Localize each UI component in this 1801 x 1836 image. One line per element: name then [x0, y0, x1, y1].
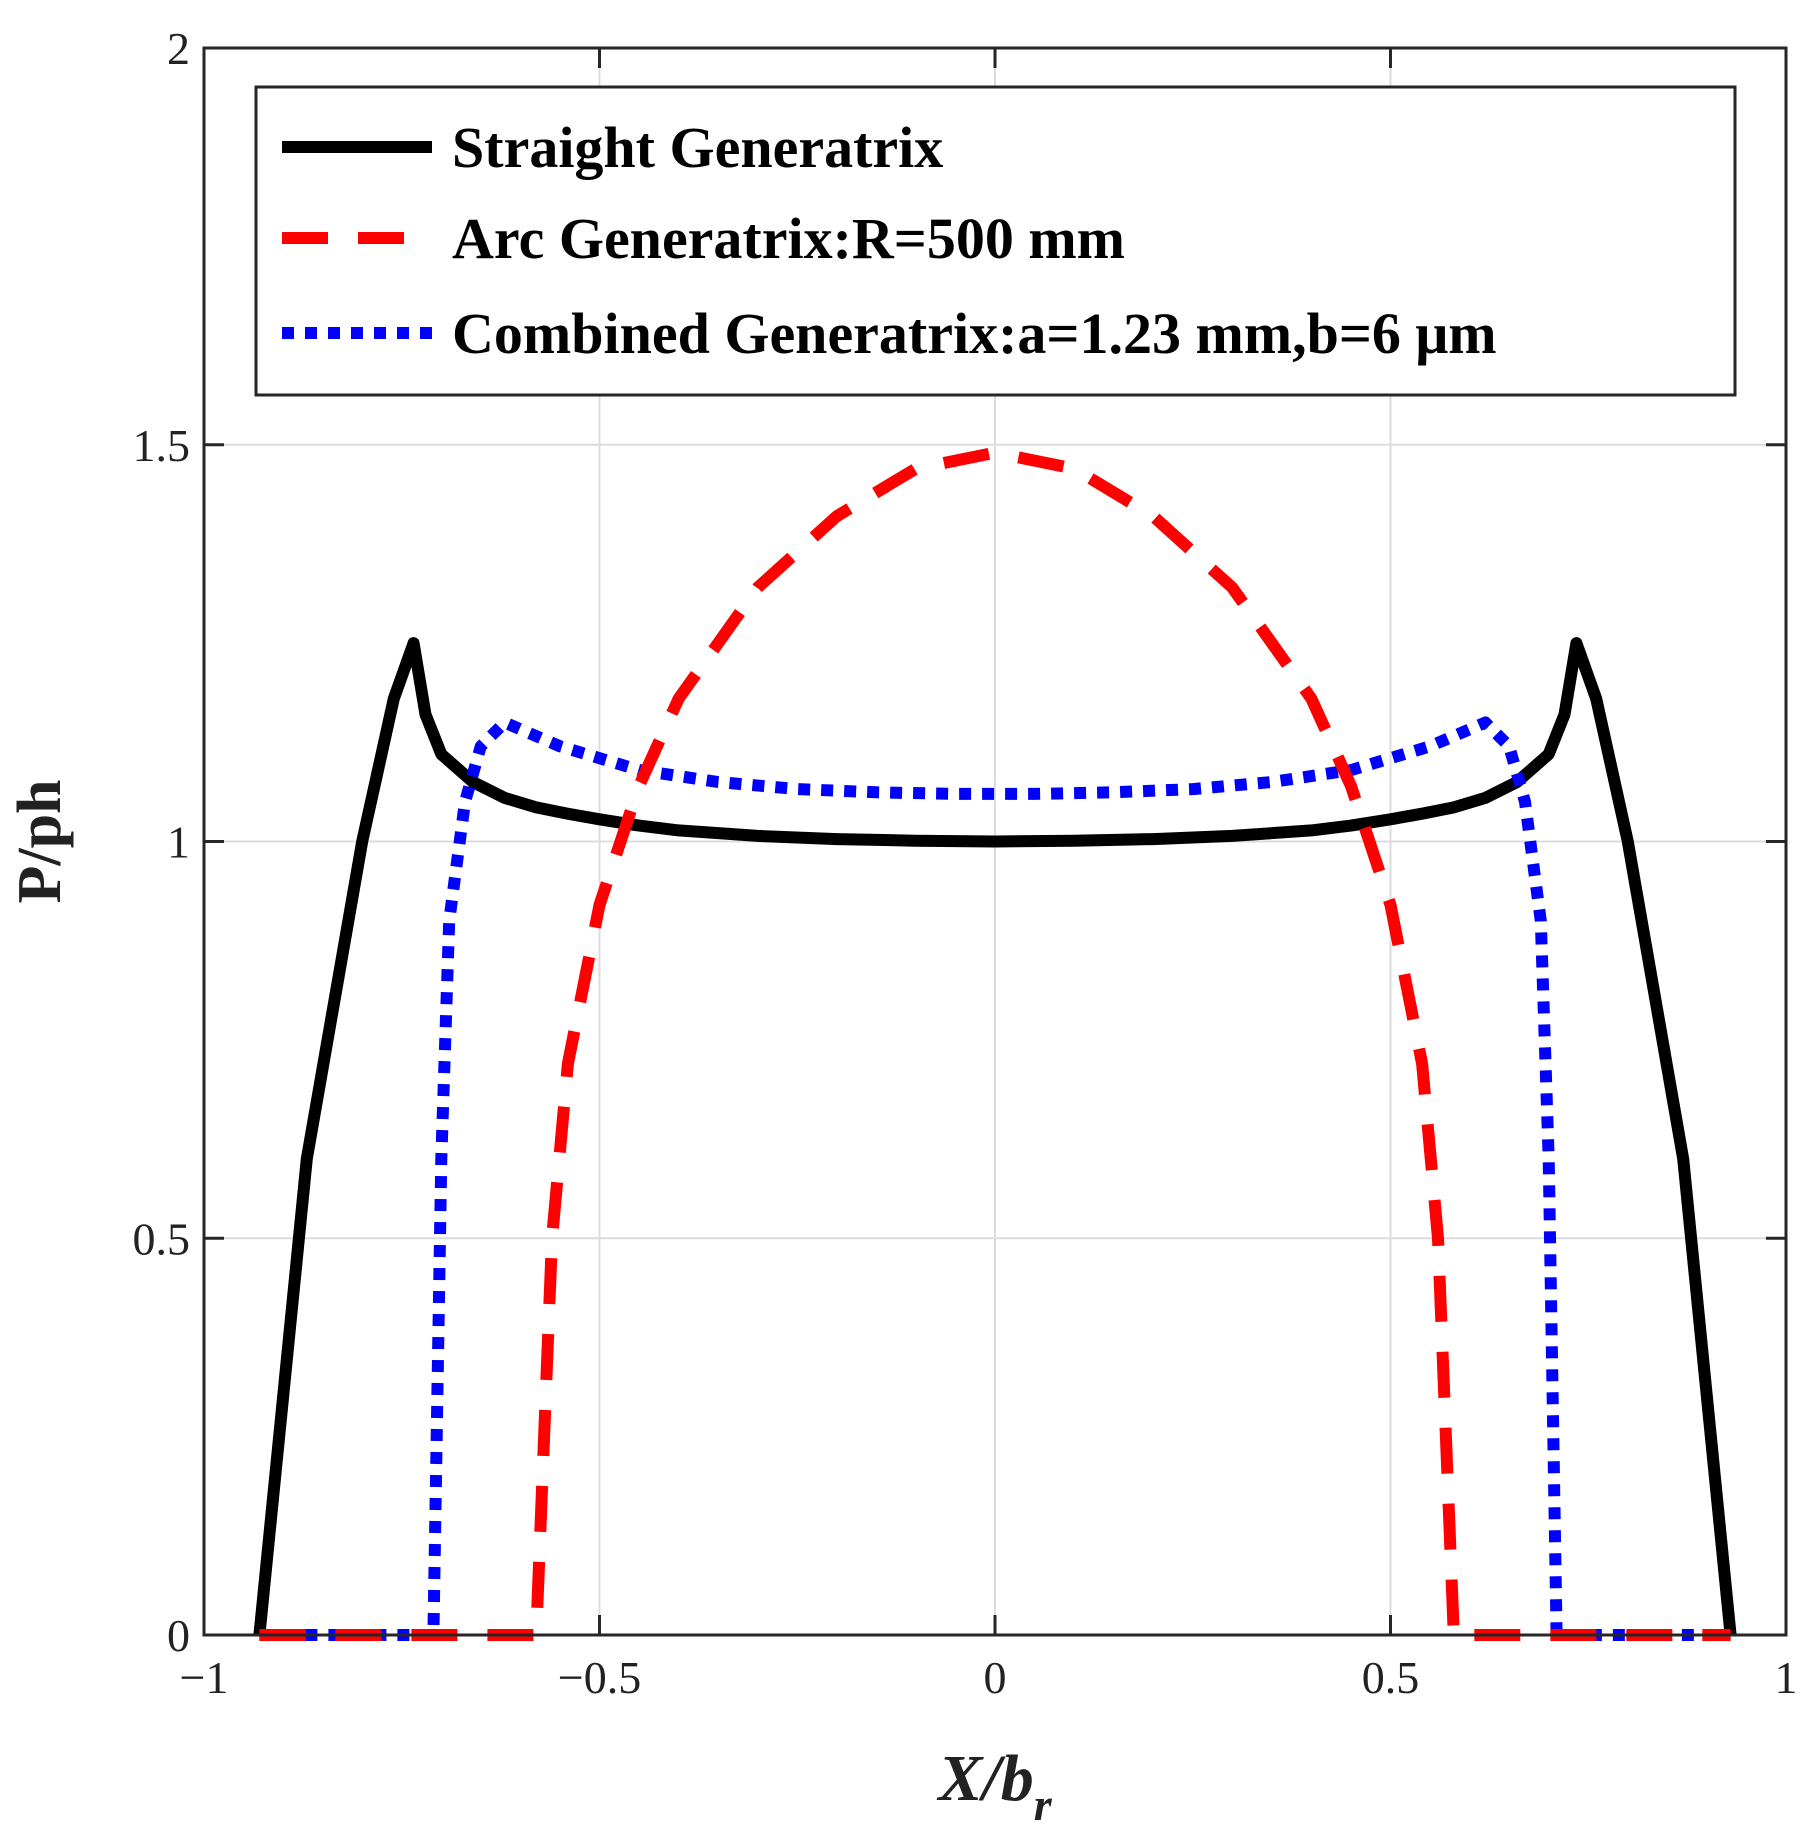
x-tick-label: −0.5: [558, 1652, 641, 1703]
series-layer: [253, 446, 1737, 1641]
legend-item-combined: Combined Generatrix:a=1.23 mm,b=6 μm: [282, 301, 1497, 366]
legend: Straight Generatrix Arc Generatrix:R=500…: [254, 85, 1737, 397]
y-tick-label: 0: [167, 1610, 190, 1661]
series-line-arc: [259, 446, 1731, 1641]
legend-item-arc: Arc Generatrix:R=500 mm: [282, 206, 1125, 271]
y-tick-label: 1.5: [133, 420, 191, 471]
x-axis-title-main: X/b: [936, 1742, 1033, 1815]
y-tick-label: 0.5: [133, 1213, 191, 1264]
x-tick-label: 0.5: [1362, 1652, 1420, 1703]
y-tick-label: 2: [167, 23, 190, 74]
tick-labels: −1 −0.5 0 0.5 1 0 0.5 1 1.5 2: [133, 23, 1798, 1703]
x-tick-label: −1: [180, 1652, 229, 1703]
legend-label-arc: Arc Generatrix:R=500 mm: [452, 206, 1125, 271]
x-axis-title-subscript: r: [1034, 1779, 1053, 1830]
x-axis-title: X/br: [936, 1742, 1052, 1830]
x-tick-label: 0: [984, 1652, 1007, 1703]
legend-label-straight: Straight Generatrix: [452, 115, 943, 180]
legend-item-straight: Straight Generatrix: [282, 115, 943, 180]
legend-box: [254, 85, 1737, 397]
legend-label-combined: Combined Generatrix:a=1.23 mm,b=6 μm: [452, 301, 1497, 366]
y-tick-label: 1: [167, 817, 190, 868]
series-line-straight: [253, 637, 1737, 1636]
y-axis-title: P/ph: [6, 779, 74, 903]
ticks: [202, 46, 1788, 1637]
x-tick-label: 1: [1775, 1652, 1798, 1703]
series-line-combined: [259, 716, 1731, 1641]
